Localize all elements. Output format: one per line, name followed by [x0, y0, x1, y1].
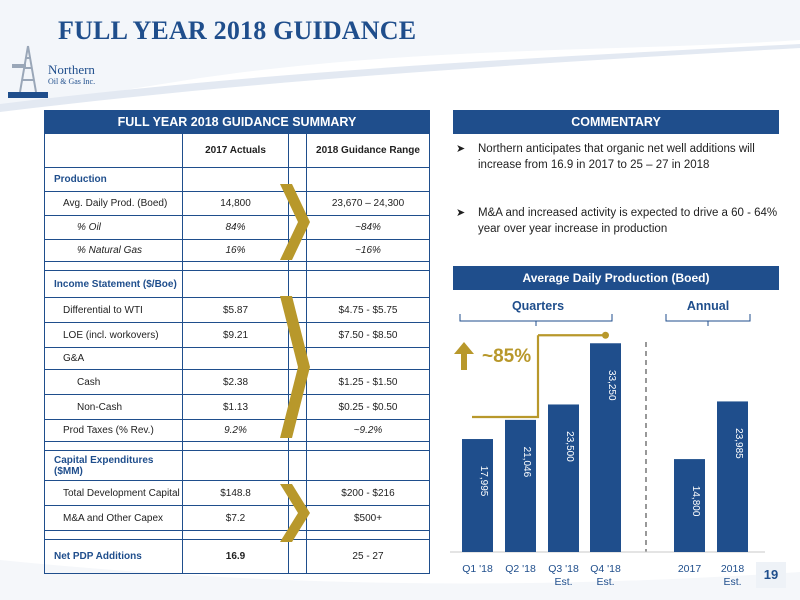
bar-2: [548, 404, 579, 552]
table-row: Non-Cash $1.13 $0.25 - $0.50: [45, 395, 429, 420]
summary-header: FULL YEAR 2018 GUIDANCE SUMMARY: [44, 110, 430, 134]
col-header-actuals: 2017 Actuals: [183, 134, 289, 167]
bar-1: [505, 419, 536, 552]
group-label-annual: Annual: [687, 299, 729, 313]
production-bar-chart: Quarters Annual ~85% 17,995 Q1 '18 21,046 Q…: [450, 299, 765, 588]
x-tick-label-est: Est.: [554, 576, 572, 588]
arrowhead-bullet-icon: ➤: [456, 143, 466, 155]
bracket-annual: [665, 314, 751, 326]
table-row: Net PDP Additions 16.9 25 - 27: [45, 540, 429, 573]
spacer-row: [45, 442, 429, 451]
x-tick-label: 2017: [678, 563, 702, 575]
table-row: Prod Taxes (% Rev.) 9.2% ~9.2%: [45, 420, 429, 442]
bracket-quarters: [459, 314, 613, 326]
x-tick-label: Q4 '18: [590, 563, 621, 575]
table-row: % Natural Gas 16% ~16%: [45, 240, 429, 262]
growth-connector-line: [472, 335, 540, 419]
bar-value-label: 17,995: [478, 466, 489, 497]
col-header-guidance: 2018 Guidance Range: [316, 145, 420, 156]
chart-title: Average Daily Production (Boed): [453, 266, 779, 290]
guidance-summary-table: 2017 Actuals 2018 Guidance Range Product…: [44, 134, 430, 574]
table-row: Production: [45, 168, 429, 192]
table-row: LOE (incl. workovers) $9.21 $7.50 - $8.50: [45, 323, 429, 348]
x-tick-label: Q1 '18: [462, 563, 493, 575]
logo-tagline: Oil & Gas Inc.: [48, 77, 96, 86]
table-row: Capital Expenditures ($MM): [45, 451, 429, 481]
table-header-row: 2017 Actuals 2018 Guidance Range: [45, 134, 429, 168]
oil-derrick-icon: [8, 45, 48, 98]
x-tick-label-est: Est.: [596, 576, 614, 588]
table-row: % Oil 84% ~84%: [45, 216, 429, 240]
table-row: Cash $2.38 $1.25 - $1.50: [45, 370, 429, 395]
chevron-right-icon: [280, 484, 310, 542]
table-row: Differential to WTI $5.87 $4.75 - $5.75: [45, 298, 429, 323]
slide-title: FULL YEAR 2018 GUIDANCE: [58, 16, 417, 45]
group-label-quarters: Quarters: [512, 299, 564, 313]
table-row: Avg. Daily Prod. (Boed) 14,800 23,670 – 24…: [45, 192, 429, 216]
page-number: 19: [756, 562, 786, 588]
table-row: Total Development Capital $148.8 $200 - $2…: [45, 481, 429, 506]
spacer-row: [45, 531, 429, 540]
bar-0: [462, 439, 493, 552]
bar-3: [590, 343, 621, 552]
table-row: Income Statement ($/Boe): [45, 271, 429, 298]
x-tick-label: 2018: [721, 563, 745, 575]
bar-value-label: 21,046: [521, 447, 532, 478]
connector-dot: [602, 331, 609, 339]
bar-value-label: 23,985: [733, 428, 744, 459]
chevron-right-icon: [280, 184, 310, 260]
commentary-bullet: ➤ Northern anticipates that organic net …: [456, 143, 755, 171]
table-row: G&A: [45, 348, 429, 370]
growth-annotation: ~85%: [482, 346, 531, 367]
bar-value-label: 14,800: [690, 486, 701, 517]
spacer-row: [45, 262, 429, 271]
x-tick-label: Q3 '18: [548, 563, 579, 575]
bar-value-label: 33,250: [606, 370, 617, 401]
up-arrow-icon: [454, 342, 474, 370]
commentary-bullet: ➤ M&A and increased activity is expected…: [456, 207, 778, 235]
bar-5: [717, 401, 748, 552]
logo-name: Northern: [48, 62, 95, 77]
x-tick-label-est: Est.: [723, 576, 741, 588]
commentary-header: COMMENTARY: [453, 110, 779, 134]
bar-value-label: 23,500: [564, 431, 575, 462]
bar-4: [674, 459, 705, 552]
x-tick-label: Q2 '18: [505, 563, 536, 575]
chevron-right-icon: [280, 296, 310, 438]
company-logo: Northern Oil & Gas Inc.: [8, 42, 108, 100]
arrowhead-bullet-icon: ➤: [456, 207, 466, 219]
table-row: M&A and Other Capex $7.2 $500+: [45, 506, 429, 531]
